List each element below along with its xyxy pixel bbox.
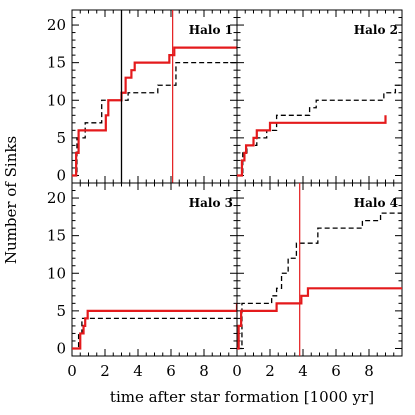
x-tick-label: 4 [298, 362, 308, 380]
y-tick-label: 10 [47, 91, 66, 109]
x-tick-label: 2 [265, 362, 275, 380]
halo-label: Halo 1 [189, 23, 233, 37]
panel-1: 0 5 10 15 20 Halo 1 [47, 9, 238, 184]
y-tick-label: 20 [47, 189, 66, 207]
panel-3: 0 5 10 15 20 0 2 4 6 8 Halo 3 [47, 182, 238, 380]
series-black-dashed [72, 62, 237, 177]
y-tick-label: 5 [56, 129, 66, 147]
series-red-solid [72, 303, 237, 350]
x-tick-label: 0 [232, 362, 242, 380]
x-tick-label: 4 [133, 362, 143, 380]
y-tick-label: 20 [47, 16, 66, 34]
panel-curves [72, 10, 237, 183]
series-red-solid [72, 46, 237, 177]
panel-curves [237, 183, 402, 356]
x-tick-label: 6 [166, 362, 176, 380]
y-tick-label: 15 [47, 54, 66, 72]
y-tick-label: 5 [56, 302, 66, 320]
x-axis-title: time after star formation [1000 yr] [110, 388, 374, 406]
y-tick-label: 10 [47, 264, 66, 282]
panel-2: Halo 2 [236, 9, 403, 184]
x-tick-label: 0 [67, 362, 77, 380]
y-tick-label: 0 [56, 166, 66, 184]
series-red-solid [237, 287, 402, 350]
x-tick-label: 6 [331, 362, 341, 380]
halo-label: Halo 3 [189, 196, 233, 210]
x-tick-label: 8 [199, 362, 209, 380]
series-black-dashed [237, 212, 402, 350]
panel-4: 0 2 4 6 8 Halo 4 [232, 182, 403, 380]
x-tick-label: 8 [364, 362, 374, 380]
y-tick-label: 0 [56, 339, 66, 357]
panel-curves [72, 303, 237, 350]
panel-curves [237, 84, 402, 177]
x-tick-label: 2 [100, 362, 110, 380]
halo-label: Halo 4 [354, 196, 398, 210]
y-tick-label: 15 [47, 227, 66, 245]
halo-label: Halo 2 [354, 23, 398, 37]
series-black-dashed [72, 317, 237, 350]
y-axis-title: Number of Sinks [2, 136, 20, 264]
series-red-solid [237, 115, 387, 177]
